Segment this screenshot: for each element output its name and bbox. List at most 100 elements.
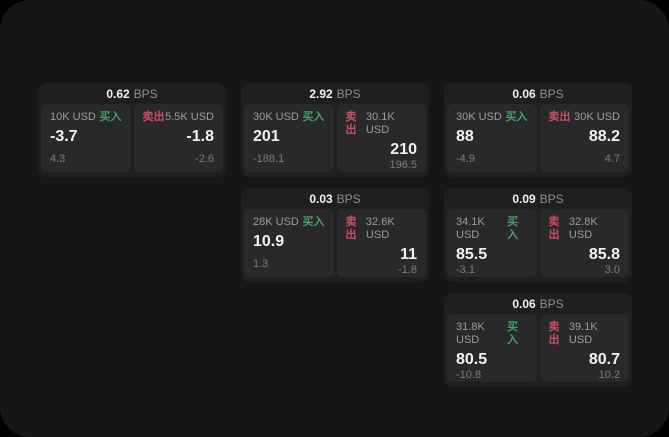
buy-panel[interactable]: 30K USD 买入 88 -4.9 bbox=[447, 104, 537, 172]
sell-sub-value: -2.6 bbox=[195, 153, 214, 165]
buy-panel-header: 31.8K USD 买入 bbox=[456, 321, 528, 347]
sell-amount: 39.1K USD bbox=[568, 321, 598, 346]
buy-sub-value: 1.3 bbox=[253, 258, 269, 270]
sell-amount: 5.5K USD bbox=[165, 111, 214, 123]
sell-side-label: 卖出 bbox=[142, 111, 165, 123]
buy-panel-header: 34.1K USD 买入 bbox=[456, 216, 528, 242]
buy-sell-panels: 30K USD 买入 88 -4.9 卖出 30K USD 88.2 4.7 bbox=[447, 104, 629, 172]
sell-side-label: 卖出 bbox=[548, 216, 560, 241]
bps-unit-label: BPS bbox=[539, 86, 564, 101]
buy-panel[interactable]: 28K USD 买入 10.9 1.3 bbox=[244, 209, 334, 277]
buy-amount: 30K USD bbox=[253, 111, 299, 123]
sell-sub-value: 3.0 bbox=[604, 264, 620, 276]
sell-side-label: 卖出 bbox=[345, 111, 357, 136]
buy-panel-header: 30K USD 买入 bbox=[253, 111, 325, 124]
sell-sub-value: -1.8 bbox=[398, 264, 417, 276]
sell-panel[interactable]: 卖出 5.5K USD -1.8 -2.6 bbox=[133, 104, 223, 172]
buy-side-label: 买入 bbox=[302, 111, 325, 123]
bps-unit-label: BPS bbox=[539, 296, 564, 311]
buy-amount: 28K USD bbox=[253, 216, 299, 228]
sell-panel-header: 卖出 30.1K USD bbox=[346, 111, 418, 137]
bps-unit-label: BPS bbox=[336, 86, 361, 101]
bps-header: 2.92 BPS bbox=[244, 83, 426, 104]
cards-grid: 0.62 BPS 10K USD 买入 -3.7 4.3 卖出 5.5K USD… bbox=[38, 83, 632, 387]
sell-sub-value: 10.2 bbox=[598, 369, 620, 381]
sell-panel[interactable]: 卖出 30.1K USD 210 196.5 bbox=[336, 104, 426, 172]
buy-price: -3.7 bbox=[50, 128, 78, 145]
buy-amount: 30K USD bbox=[456, 111, 502, 123]
sell-panel[interactable]: 卖出 39.1K USD 80.7 10.2 bbox=[539, 314, 629, 382]
sell-panel[interactable]: 卖出 30K USD 88.2 4.7 bbox=[539, 104, 629, 172]
buy-side-label: 买入 bbox=[507, 216, 519, 241]
sell-price: 85.8 bbox=[588, 246, 620, 263]
buy-sub-value: -3.1 bbox=[456, 264, 475, 276]
buy-side-label: 买入 bbox=[507, 321, 519, 346]
sell-panel-header: 卖出 32.8K USD bbox=[549, 216, 621, 242]
buy-side-label: 买入 bbox=[99, 111, 122, 123]
quote-card: 0.09 BPS 34.1K USD 买入 85.5 -3.1 卖出 32.8K… bbox=[444, 188, 632, 282]
buy-sell-panels: 34.1K USD 买入 85.5 -3.1 卖出 32.8K USD 85.8… bbox=[447, 209, 629, 277]
buy-panel[interactable]: 31.8K USD 买入 80.5 -10.8 bbox=[447, 314, 537, 382]
sell-panel[interactable]: 卖出 32.6K USD 11 -1.8 bbox=[336, 209, 426, 277]
quote-card: 0.62 BPS 10K USD 买入 -3.7 4.3 卖出 5.5K USD… bbox=[38, 83, 226, 177]
quote-card: 0.06 BPS 31.8K USD 买入 80.5 -10.8 卖出 39.1… bbox=[444, 293, 632, 387]
buy-panel-header: 28K USD 买入 bbox=[253, 216, 325, 229]
quote-card: 2.92 BPS 30K USD 买入 201 -188.1 卖出 30.1K … bbox=[241, 83, 429, 177]
buy-price: 201 bbox=[253, 128, 280, 145]
buy-amount: 10K USD bbox=[50, 111, 96, 123]
sell-price: -1.8 bbox=[186, 128, 214, 145]
buy-panel[interactable]: 10K USD 买入 -3.7 4.3 bbox=[41, 104, 131, 172]
sell-side-label: 卖出 bbox=[548, 321, 560, 346]
sell-sub-value: 196.5 bbox=[389, 159, 417, 171]
bps-header: 0.09 BPS bbox=[447, 188, 629, 209]
bps-value: 0.62 bbox=[106, 86, 130, 101]
sell-amount: 30.1K USD bbox=[365, 111, 395, 136]
buy-panel-header: 30K USD 买入 bbox=[456, 111, 528, 124]
bps-header: 0.62 BPS bbox=[41, 83, 223, 104]
bps-value: 0.06 bbox=[512, 86, 536, 101]
buy-panel-header: 10K USD 买入 bbox=[50, 111, 122, 124]
buy-sub-value: 4.3 bbox=[50, 153, 66, 165]
sell-price: 80.7 bbox=[588, 351, 620, 368]
buy-sell-panels: 31.8K USD 买入 80.5 -10.8 卖出 39.1K USD 80.… bbox=[447, 314, 629, 382]
buy-sub-value: -4.9 bbox=[456, 153, 475, 165]
buy-panel[interactable]: 34.1K USD 买入 85.5 -3.1 bbox=[447, 209, 537, 277]
bps-value: 2.92 bbox=[309, 86, 333, 101]
sell-panel-header: 卖出 5.5K USD bbox=[143, 111, 215, 124]
buy-sell-panels: 28K USD 买入 10.9 1.3 卖出 32.6K USD 11 -1.8 bbox=[244, 209, 426, 277]
sell-panel-header: 卖出 30K USD bbox=[549, 111, 621, 124]
bps-value: 0.03 bbox=[309, 191, 333, 206]
bps-header: 0.03 BPS bbox=[244, 188, 426, 209]
quote-card: 0.03 BPS 28K USD 买入 10.9 1.3 卖出 32.6K US… bbox=[241, 188, 429, 282]
sell-panel[interactable]: 卖出 32.8K USD 85.8 3.0 bbox=[539, 209, 629, 277]
buy-sub-value: -10.8 bbox=[456, 369, 482, 381]
buy-price: 80.5 bbox=[456, 351, 488, 368]
bps-unit-label: BPS bbox=[133, 86, 158, 101]
quote-card: 0.06 BPS 30K USD 买入 88 -4.9 卖出 30K USD 8… bbox=[444, 83, 632, 177]
sell-side-label: 卖出 bbox=[548, 111, 571, 123]
buy-side-label: 买入 bbox=[302, 216, 325, 228]
bps-unit-label: BPS bbox=[539, 191, 564, 206]
buy-sell-panels: 30K USD 买入 201 -188.1 卖出 30.1K USD 210 1… bbox=[244, 104, 426, 172]
sell-amount: 32.8K USD bbox=[568, 216, 598, 241]
sell-amount: 30K USD bbox=[574, 111, 620, 123]
bps-value: 0.09 bbox=[512, 191, 536, 206]
buy-sub-value: -188.1 bbox=[253, 153, 285, 165]
sell-panel-header: 卖出 32.6K USD bbox=[346, 216, 418, 242]
buy-side-label: 买入 bbox=[505, 111, 528, 123]
bps-header: 0.06 BPS bbox=[447, 293, 629, 314]
buy-sell-panels: 10K USD 买入 -3.7 4.3 卖出 5.5K USD -1.8 -2.… bbox=[41, 104, 223, 172]
sell-amount: 32.6K USD bbox=[365, 216, 395, 241]
buy-price: 88 bbox=[456, 128, 474, 145]
sell-price: 88.2 bbox=[588, 128, 620, 145]
buy-amount: 34.1K USD bbox=[456, 216, 485, 241]
bps-value: 0.06 bbox=[512, 296, 536, 311]
buy-price: 10.9 bbox=[253, 233, 285, 250]
sell-side-label: 卖出 bbox=[345, 216, 357, 241]
bps-unit-label: BPS bbox=[336, 191, 361, 206]
sell-panel-header: 卖出 39.1K USD bbox=[549, 321, 621, 347]
buy-panel[interactable]: 30K USD 买入 201 -188.1 bbox=[244, 104, 334, 172]
sell-price: 210 bbox=[390, 141, 417, 158]
sell-sub-value: 4.7 bbox=[604, 153, 620, 165]
